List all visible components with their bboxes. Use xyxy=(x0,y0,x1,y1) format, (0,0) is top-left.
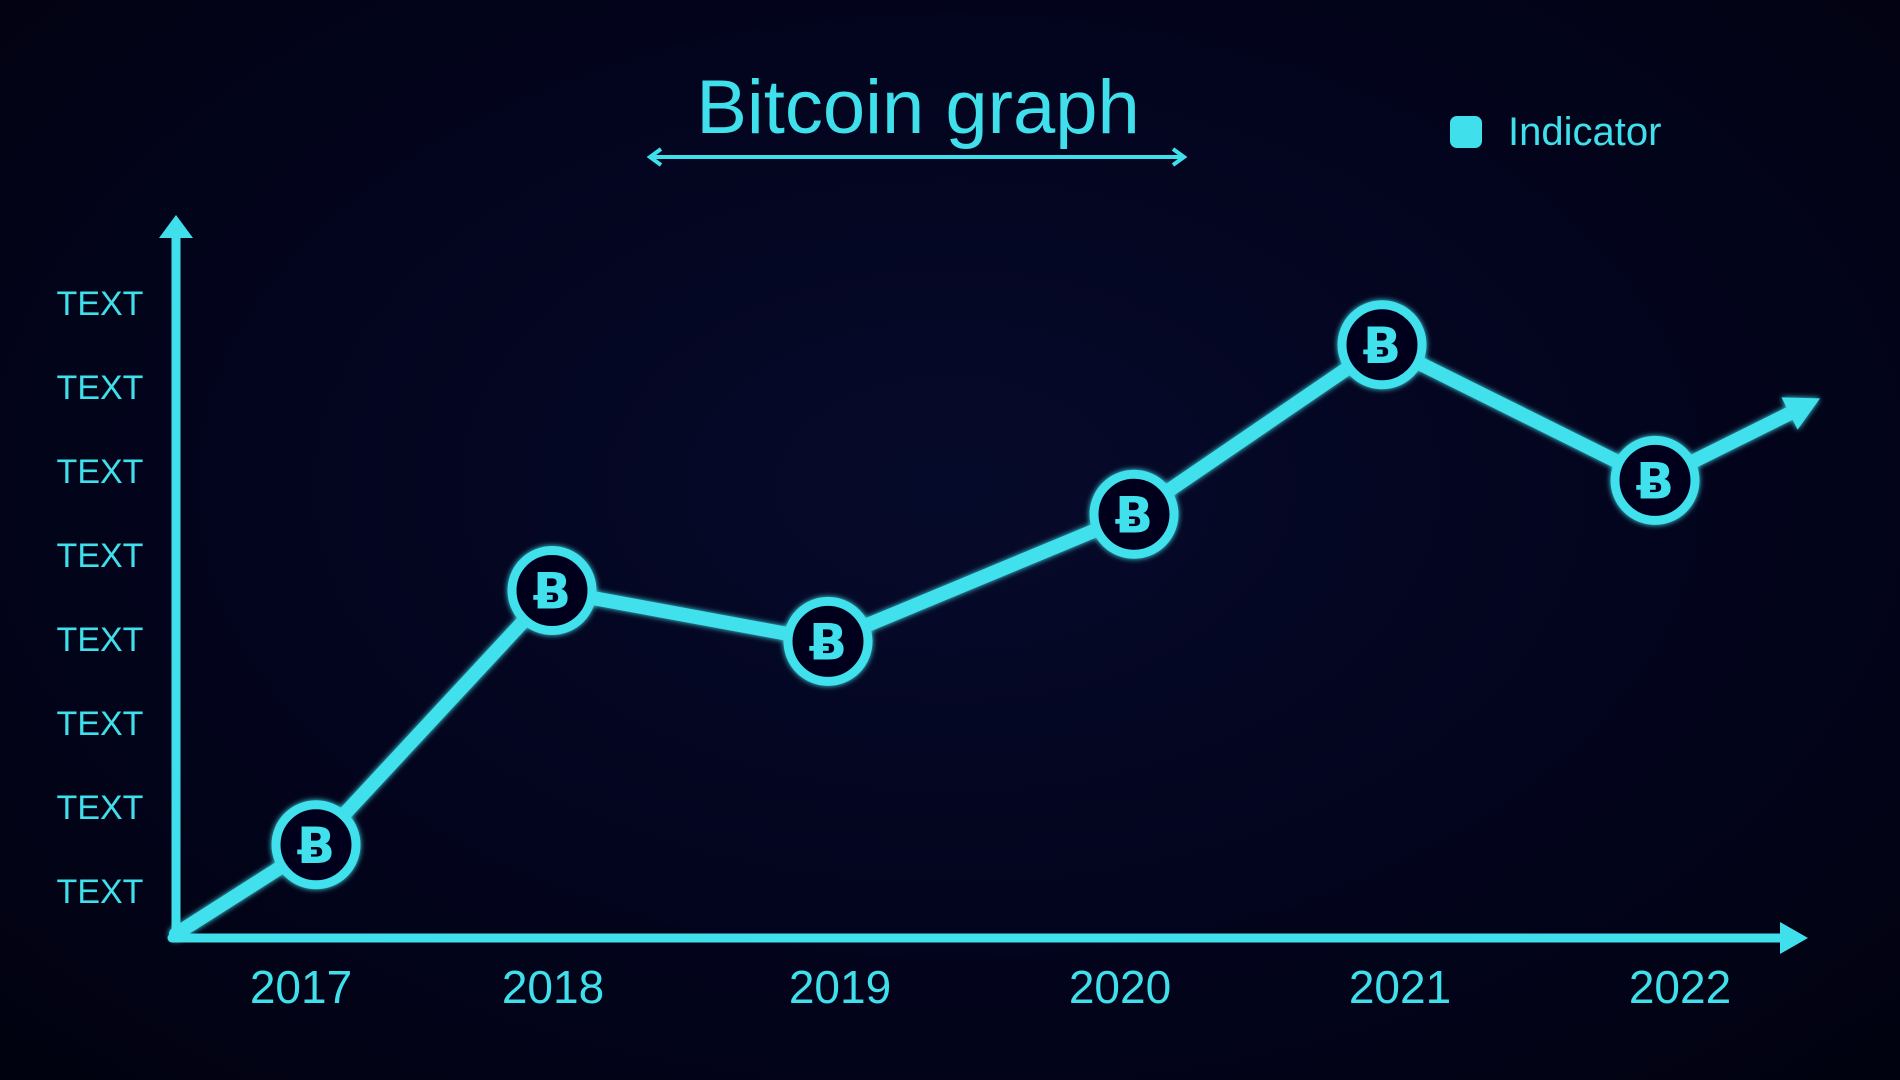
x-tick-label-2019: 2019 xyxy=(789,961,891,1013)
bitcoin-icon: Ƀ xyxy=(533,563,571,621)
bitcoin-icon: Ƀ xyxy=(1636,452,1674,510)
x-tick-labels: 2017 2018 2019 2020 2021 2022 xyxy=(250,961,1731,1013)
y-tick-label: TEXT xyxy=(57,537,144,575)
data-point-2020: Ƀ xyxy=(1089,469,1179,559)
x-tick-label-2020: 2020 xyxy=(1069,961,1171,1013)
legend-label: Indicator xyxy=(1508,110,1661,154)
y-tick-label: TEXT xyxy=(57,621,144,659)
series-line xyxy=(169,337,1813,941)
y-tick-label: TEXT xyxy=(57,789,144,827)
chart-title: Bitcoin graph xyxy=(696,65,1140,150)
title-underline-arrow xyxy=(646,147,1188,167)
data-point-ring xyxy=(1089,469,1179,559)
x-axis-arrowhead xyxy=(1780,922,1808,954)
y-axis-arrowhead xyxy=(159,215,193,238)
bitcoin-icon: Ƀ xyxy=(1115,486,1153,544)
axes xyxy=(159,215,1808,954)
data-point-2022: Ƀ xyxy=(1610,435,1700,525)
data-point-ring xyxy=(271,800,361,890)
y-tick-labels: TEXT TEXT TEXT TEXT TEXT TEXT TEXT TEXT xyxy=(57,285,144,911)
y-tick-label: TEXT xyxy=(57,873,144,911)
bitcoin-icon: Ƀ xyxy=(809,613,847,671)
markers-layer: Ƀ Ƀ Ƀ Ƀ Ƀ Ƀ xyxy=(271,300,1700,890)
data-point-ring xyxy=(1337,300,1427,390)
data-point-2018: Ƀ xyxy=(507,546,597,636)
y-tick-label: TEXT xyxy=(57,285,144,323)
y-tick-label: TEXT xyxy=(57,705,144,743)
x-tick-label-2022: 2022 xyxy=(1629,961,1731,1013)
series-layer xyxy=(169,337,1820,941)
bitcoin-icon: Ƀ xyxy=(297,817,335,875)
x-tick-label-2021: 2021 xyxy=(1349,961,1451,1013)
data-point-2017: Ƀ xyxy=(271,800,361,890)
bitcoin-icon: Ƀ xyxy=(1363,317,1401,375)
x-tick-label-2018: 2018 xyxy=(502,961,604,1013)
data-point-2021: Ƀ xyxy=(1337,300,1427,390)
y-tick-label: TEXT xyxy=(57,453,144,491)
data-point-ring xyxy=(783,596,873,686)
legend-swatch xyxy=(1450,116,1482,148)
data-point-ring xyxy=(507,546,597,636)
x-tick-label-2017: 2017 xyxy=(250,961,352,1013)
legend: Indicator xyxy=(1450,110,1661,154)
data-point-2019: Ƀ xyxy=(783,596,873,686)
series-arrowhead xyxy=(1781,397,1820,430)
y-tick-label: TEXT xyxy=(57,369,144,407)
data-point-ring xyxy=(1610,435,1700,525)
